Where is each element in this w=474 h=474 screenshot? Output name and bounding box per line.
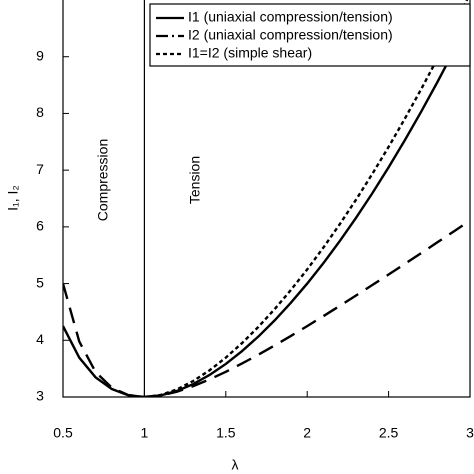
x-tick-label: 3 [466, 425, 474, 441]
x-tick-label: 2 [303, 425, 311, 441]
y-tick-label: 6 [36, 218, 44, 234]
y-tick-label: 9 [36, 47, 44, 63]
plot-area [63, 0, 470, 397]
legend-box [149, 3, 471, 67]
x-axis-label: λ [232, 457, 239, 473]
line-series [63, 18, 470, 397]
legend-label: I2 (uniaxial compression/tension) [188, 27, 393, 43]
x-tick-label: 1.5 [216, 425, 236, 441]
legend-label: I1 (uniaxial compression/tension) [188, 9, 393, 25]
annotation: Compression [95, 139, 111, 221]
x-tick-label: 2.5 [379, 425, 399, 441]
plot-frame [62, 0, 471, 398]
annotation: Tension [187, 156, 203, 204]
y-tick-label: 8 [36, 104, 44, 120]
y-tick-label: 5 [36, 274, 44, 290]
y-axis-label: I₁, I₂ [5, 185, 21, 211]
y-tick-label: 4 [36, 331, 44, 347]
x-tick-label: 0.5 [53, 425, 73, 441]
line-series [144, 0, 469, 397]
y-tick-label: 3 [36, 388, 44, 404]
y-tick-label: 7 [36, 161, 44, 177]
legend-label: I1=I2 (simple shear) [188, 45, 312, 61]
line-series [63, 219, 470, 397]
x-tick-label: 1 [141, 425, 149, 441]
